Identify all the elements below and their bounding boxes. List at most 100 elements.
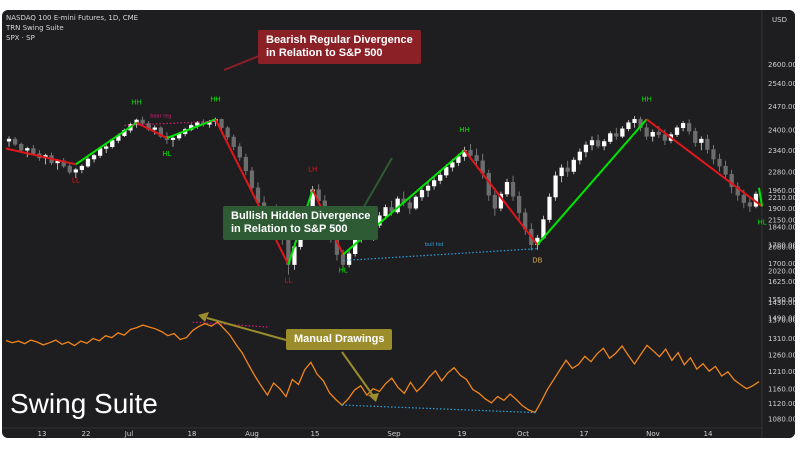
- candle: [31, 148, 36, 154]
- candle: [104, 146, 109, 149]
- candle: [602, 141, 607, 147]
- swing-label: HH: [210, 95, 221, 103]
- candle: [674, 127, 680, 135]
- candle: [67, 165, 72, 173]
- y-tick-label: 1780.00: [768, 242, 795, 250]
- y-tick-label: 1625.00: [768, 278, 795, 286]
- bearish-callout-line-1: Bearish Regular Divergence: [266, 34, 413, 46]
- candle: [158, 127, 163, 137]
- candle: [723, 165, 728, 175]
- candle: [517, 196, 522, 213]
- candle: [219, 119, 224, 129]
- x-tick-label: Nov: [646, 430, 660, 438]
- bearish-divergence-line: [124, 120, 216, 127]
- candle: [577, 151, 582, 161]
- y-tick-label: 2280.00: [768, 168, 795, 176]
- x-tick-label: 15: [311, 430, 320, 438]
- candle: [693, 130, 698, 143]
- bullish-divergence-callout: Bullish Hidden Divergence in Relation to…: [223, 206, 379, 240]
- candle: [413, 196, 419, 209]
- candle: [626, 122, 631, 130]
- swing-label: LL: [72, 176, 80, 184]
- manual-callout-arrowhead: [368, 393, 379, 402]
- bullish-callout-line-1: Bullish Hidden Divergence: [231, 210, 371, 222]
- chart-svg: 2600.00 2540.00 2470.00 2400.00 2340.00 2280.…: [2, 10, 795, 438]
- candle: [468, 149, 473, 156]
- y-tick-label: 1120.00: [768, 400, 795, 408]
- candle: [19, 144, 24, 151]
- candle: [741, 194, 746, 203]
- candle: [444, 166, 449, 176]
- y-tick-label: 2150.00: [768, 217, 795, 225]
- bullish-callout-line-2: in Relation to S&P 500: [231, 223, 348, 235]
- candle: [237, 146, 242, 158]
- swing-line: [758, 187, 764, 207]
- candle: [747, 202, 753, 207]
- swing-label: HL: [338, 267, 347, 275]
- y-tick-label: 1900.00: [768, 205, 795, 213]
- swing-line: [166, 118, 216, 139]
- candle: [492, 194, 497, 209]
- x-tick-label: Sep: [387, 430, 401, 438]
- candle: [571, 159, 576, 172]
- candle: [225, 127, 230, 138]
- y-tick-label: 1700.00: [768, 260, 795, 268]
- currency-label: USD: [772, 16, 787, 24]
- y-tick-label: 1430.00: [768, 299, 795, 307]
- candle: [425, 185, 431, 191]
- manual-drawings-callout: Manual Drawings: [286, 329, 393, 350]
- candle: [140, 119, 145, 124]
- manual-callout-line-1: Manual Drawings: [294, 333, 385, 345]
- candle: [632, 119, 637, 123]
- bullish-callout-pointer: [361, 157, 393, 211]
- candle: [608, 133, 613, 142]
- swing-label: LL: [284, 277, 292, 285]
- y-tick-label: 2470.00: [768, 103, 795, 111]
- candle: [510, 182, 516, 197]
- bearish-callout-pointer: [223, 55, 260, 71]
- candle: [699, 138, 704, 143]
- candle: [474, 155, 479, 162]
- y-tick-label: 2540.00: [768, 80, 795, 88]
- candle: [249, 170, 255, 189]
- candle: [504, 182, 510, 195]
- compare-symbol: SPX · SP: [6, 34, 35, 42]
- manual-callout-pointer-2: [341, 351, 375, 398]
- swing-line: [463, 149, 539, 246]
- candle: [73, 169, 78, 173]
- manual-callout-arrowhead: [198, 312, 209, 322]
- x-tick-label: Oct: [517, 430, 529, 438]
- candle: [650, 131, 655, 137]
- x-tick-label: 13: [38, 430, 47, 438]
- candle: [243, 156, 248, 172]
- swing-line: [646, 118, 763, 208]
- spx-bullish-manual-line: [342, 404, 535, 414]
- swing-line: [214, 118, 290, 266]
- candle: [620, 128, 625, 137]
- y-tick-label: 2210.00: [768, 194, 795, 202]
- price-axis-panel: [762, 10, 795, 438]
- candle: [711, 149, 716, 160]
- candle: [383, 207, 388, 217]
- y-tick-label: 1370.00: [768, 317, 795, 325]
- x-tick-label: 14: [704, 430, 713, 438]
- swing-label: HL: [757, 218, 766, 226]
- y-tick-label: 2020.00: [768, 268, 795, 276]
- x-tick-label: Aug: [245, 430, 259, 438]
- candle: [25, 148, 30, 151]
- x-tick-label: 17: [580, 430, 589, 438]
- swing-line: [536, 118, 648, 246]
- x-tick-label: 22: [82, 430, 91, 438]
- candle: [680, 123, 686, 129]
- candle: [687, 123, 692, 132]
- y-tick-label: 1960.00: [768, 187, 795, 195]
- candle: [6, 138, 12, 142]
- candle: [729, 174, 734, 187]
- y-tick-label: 1840.00: [768, 223, 795, 231]
- candle: [547, 196, 552, 220]
- candle: [717, 158, 722, 167]
- candle: [152, 127, 157, 130]
- swing-label: HH: [131, 99, 142, 107]
- y-tick-label: 2340.00: [768, 147, 795, 155]
- candle: [583, 144, 589, 153]
